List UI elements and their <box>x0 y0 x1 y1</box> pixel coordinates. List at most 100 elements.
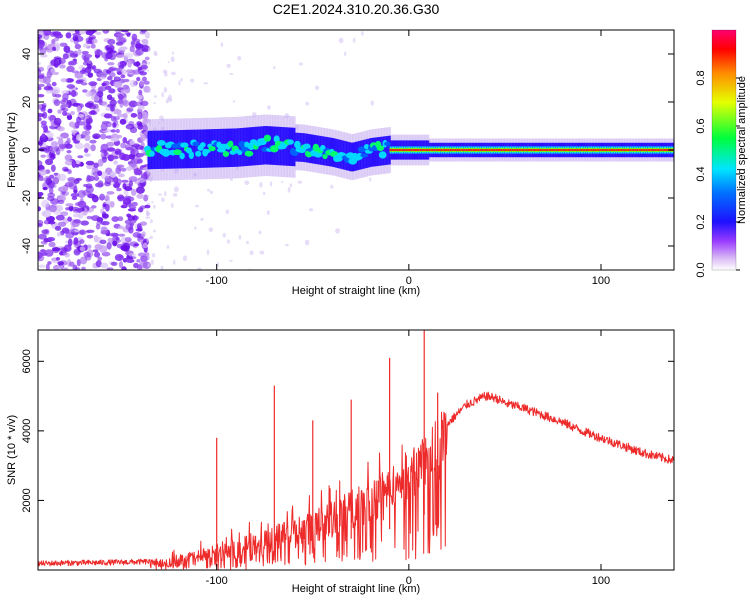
noise-blob <box>68 179 76 183</box>
signal-core-red <box>474 149 477 151</box>
noise-blob <box>56 126 65 132</box>
noise-blob <box>93 175 100 181</box>
signal-core-red <box>488 149 491 151</box>
noise-blob <box>127 215 135 222</box>
signal-core-red <box>408 149 411 151</box>
noise-blob <box>73 179 80 184</box>
signal-core-red <box>548 149 551 151</box>
signal-core-outer <box>169 130 172 169</box>
signal-core-red <box>484 149 487 151</box>
noise-blob <box>77 121 86 126</box>
noise-blob <box>106 147 116 152</box>
noise-blob <box>38 117 42 122</box>
noise-blob <box>86 234 94 239</box>
snr-x-tick-label: 100 <box>592 575 610 587</box>
noise-speck <box>344 51 347 57</box>
signal-blob <box>161 148 171 157</box>
snr-panel: -100 0 100 2000 4000 6000 Height of straight … <box>6 329 675 595</box>
noise-speck <box>238 234 242 240</box>
signal-core-red <box>481 149 484 151</box>
signal-core-red <box>461 149 464 151</box>
noise-blob <box>72 32 82 37</box>
noise-blob <box>115 166 122 175</box>
noise-blob <box>106 267 114 270</box>
noise-blob <box>130 159 137 168</box>
noise-speck <box>166 245 170 249</box>
signal-blob <box>173 149 182 156</box>
noise-blob <box>60 78 68 83</box>
noise-speck <box>206 249 210 256</box>
noise-speck <box>200 217 204 221</box>
noise-blob <box>111 233 119 237</box>
noise-blob <box>66 65 75 73</box>
signal-blob <box>287 139 294 145</box>
noise-speck <box>197 267 202 270</box>
signal-core-outer <box>205 129 209 168</box>
noise-blob <box>143 85 151 93</box>
noise-blob <box>133 61 141 67</box>
signal-core-outer <box>292 127 295 167</box>
noise-blob <box>38 223 43 228</box>
noise-blob <box>85 54 93 58</box>
signal-blob <box>222 151 230 157</box>
noise-blob <box>38 86 42 91</box>
noise-blob <box>71 89 77 98</box>
signal-core-red <box>581 149 584 151</box>
signal-core-red <box>442 149 445 151</box>
noise-blob <box>49 146 57 154</box>
noise-speck <box>335 228 340 234</box>
noise-speck <box>203 82 209 85</box>
noise-speck <box>246 240 250 245</box>
noise-blob <box>107 76 113 81</box>
signal-core-red <box>657 149 660 151</box>
noise-blob <box>81 130 88 137</box>
noise-speck <box>159 115 164 121</box>
signal-core-red <box>516 149 519 151</box>
snr-series-line <box>38 391 674 570</box>
noise-blob <box>113 80 123 88</box>
noise-blob <box>120 167 127 172</box>
signal-core-red <box>576 149 579 151</box>
noise-blob <box>102 80 110 86</box>
noise-blob <box>106 47 113 54</box>
noise-blob <box>57 261 65 266</box>
noise-speck <box>222 232 226 238</box>
noise-blob <box>77 114 85 118</box>
noise-speck <box>259 181 263 188</box>
noise-blob <box>116 54 126 58</box>
signal-core-red <box>534 149 537 151</box>
signal-blob <box>195 150 202 157</box>
signal-core-red <box>389 149 392 151</box>
noise-blob <box>103 113 113 119</box>
noise-blob <box>102 30 110 34</box>
noise-blob <box>74 71 84 79</box>
noise-blob <box>52 46 57 51</box>
signal-core-outer <box>267 126 270 165</box>
signal-core-outer <box>264 126 267 165</box>
noise-blob <box>102 100 108 108</box>
signal-blob <box>227 140 234 148</box>
noise-blob <box>41 143 47 148</box>
noise-blob <box>77 48 82 56</box>
noise-blob <box>62 53 69 60</box>
noise-blob <box>57 221 67 227</box>
noise-blob <box>65 78 75 83</box>
noise-blob <box>42 30 52 36</box>
noise-blob <box>57 138 64 147</box>
signal-blob <box>192 141 200 147</box>
signal-core-outer <box>238 128 241 167</box>
signal-blob <box>180 142 189 148</box>
noise-blob <box>99 193 105 201</box>
noise-blob <box>138 89 143 96</box>
noise-blob <box>61 90 70 95</box>
noise-blob <box>68 181 77 190</box>
noise-blob <box>91 38 98 44</box>
noise-speck <box>147 256 151 259</box>
spectrogram-y-tick-label: 40 <box>21 48 33 60</box>
noise-blob <box>38 251 43 259</box>
noise-speck <box>308 208 314 212</box>
noise-blob <box>42 186 48 191</box>
noise-blob <box>64 252 70 258</box>
signal-core-red <box>401 149 404 151</box>
noise-blob <box>95 182 104 188</box>
